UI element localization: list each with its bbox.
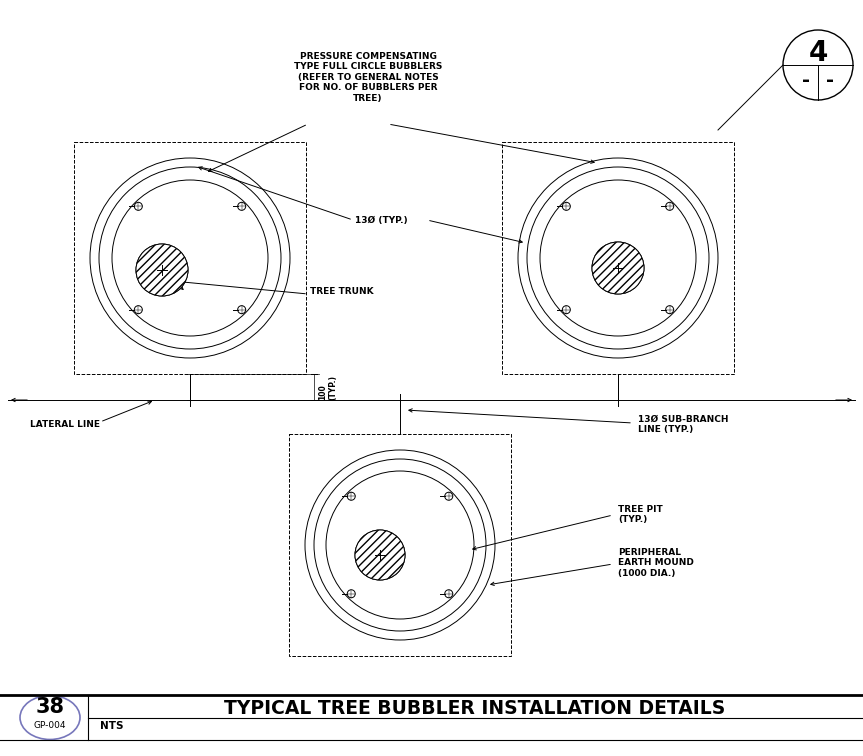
Text: TREE PIT
(TYP.): TREE PIT (TYP.) xyxy=(618,505,663,525)
Circle shape xyxy=(237,203,246,210)
Circle shape xyxy=(237,305,246,314)
Circle shape xyxy=(444,492,453,500)
Circle shape xyxy=(665,305,674,314)
Circle shape xyxy=(355,530,405,580)
Text: TREE TRUNK: TREE TRUNK xyxy=(310,287,374,296)
Text: PERIPHERAL
EARTH MOUND
(1000 DIA.): PERIPHERAL EARTH MOUND (1000 DIA.) xyxy=(618,548,694,578)
Text: LATERAL LINE: LATERAL LINE xyxy=(30,420,100,429)
Circle shape xyxy=(347,492,356,500)
Circle shape xyxy=(136,244,188,296)
Text: 4: 4 xyxy=(809,39,828,67)
Circle shape xyxy=(592,242,644,294)
Text: -: - xyxy=(826,71,835,90)
Text: GP-004: GP-004 xyxy=(34,721,66,730)
Text: 38: 38 xyxy=(35,697,65,717)
Circle shape xyxy=(347,590,356,598)
Text: 13Ø (TYP.): 13Ø (TYP.) xyxy=(355,215,407,225)
Circle shape xyxy=(355,530,405,580)
Circle shape xyxy=(563,203,570,210)
Text: 13Ø SUB-BRANCH
LINE (TYP.): 13Ø SUB-BRANCH LINE (TYP.) xyxy=(638,415,728,435)
Bar xyxy=(74,142,306,374)
Text: NTS: NTS xyxy=(100,721,123,731)
Text: -: - xyxy=(802,71,809,90)
Circle shape xyxy=(136,244,188,296)
Circle shape xyxy=(135,203,142,210)
Bar xyxy=(289,434,511,656)
Circle shape xyxy=(135,305,142,314)
Text: 100
(TYP.): 100 (TYP.) xyxy=(318,374,337,399)
Bar xyxy=(502,142,734,374)
Text: PRESSURE COMPENSATING
TYPE FULL CIRCLE BUBBLERS
(REFER TO GENERAL NOTES
FOR NO. : PRESSURE COMPENSATING TYPE FULL CIRCLE B… xyxy=(293,52,442,103)
Circle shape xyxy=(665,203,674,210)
Text: TYPICAL TREE BUBBLER INSTALLATION DETAILS: TYPICAL TREE BUBBLER INSTALLATION DETAIL… xyxy=(224,699,726,717)
Circle shape xyxy=(444,590,453,598)
Circle shape xyxy=(563,305,570,314)
Text: 400
(TYP.): 400 (TYP.) xyxy=(142,253,167,277)
Circle shape xyxy=(592,242,644,294)
